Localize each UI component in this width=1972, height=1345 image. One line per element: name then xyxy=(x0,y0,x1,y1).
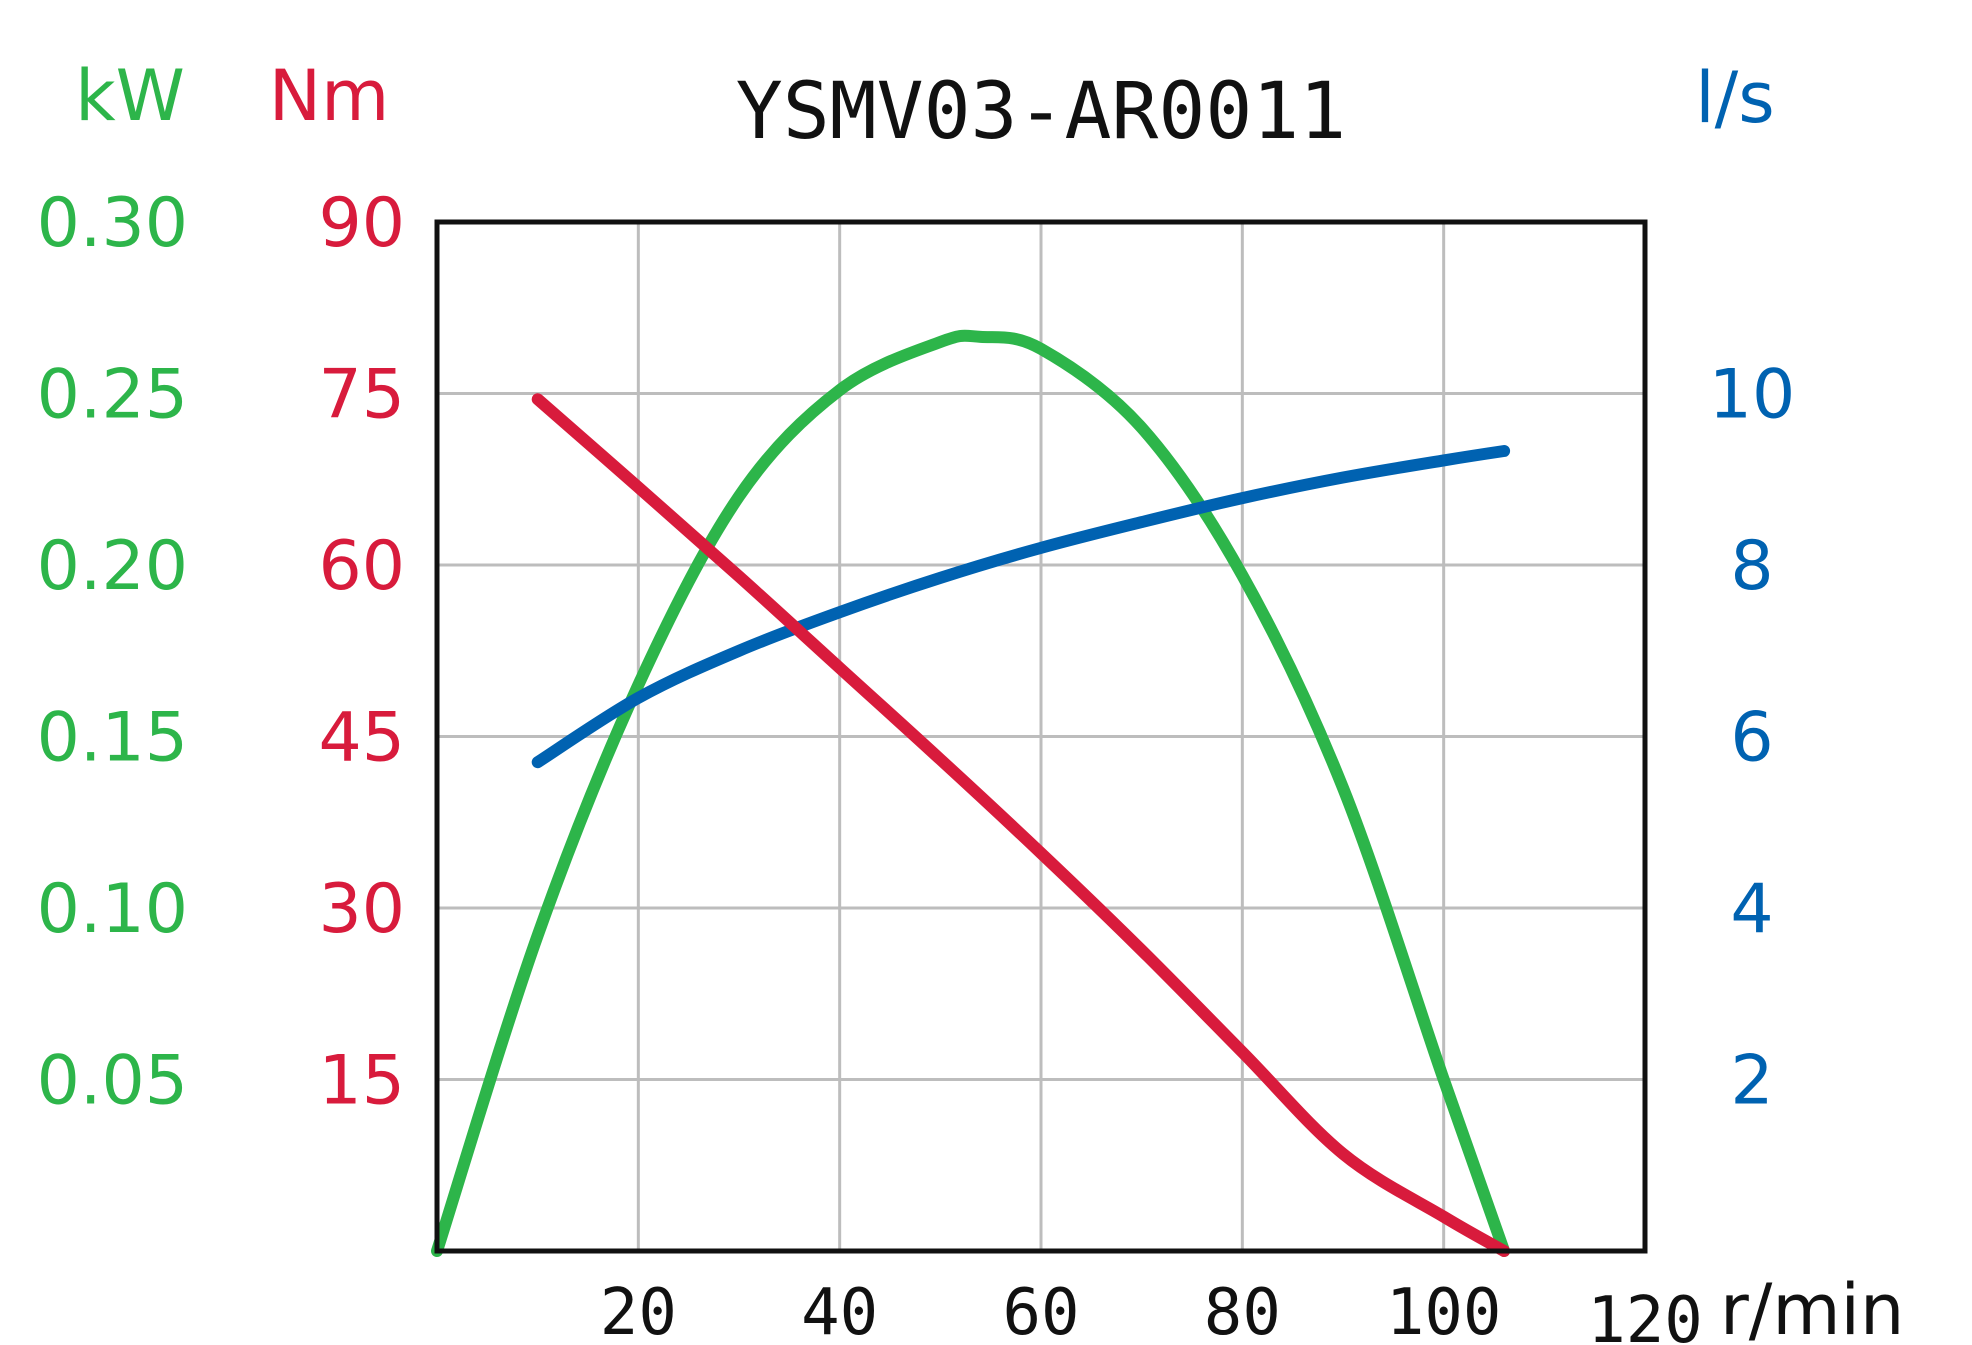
axis-unit-x: r/min xyxy=(1720,1269,1904,1345)
tick-label-torque: 90 xyxy=(318,184,405,263)
tick-label-power: 0.15 xyxy=(37,699,188,778)
tick-label-flow: 8 xyxy=(1730,527,1773,606)
tick-label-power: 0.10 xyxy=(37,870,188,949)
tick-label-x: 120 xyxy=(1587,1284,1703,1345)
tick-label-x: 40 xyxy=(801,1276,878,1345)
tick-label-torque: 45 xyxy=(318,699,405,778)
tick-label-flow: 6 xyxy=(1730,699,1773,778)
tick-label-torque: 75 xyxy=(318,356,405,435)
tick-label-flow: 2 xyxy=(1730,1042,1773,1121)
tick-label-x: 80 xyxy=(1204,1276,1281,1345)
tick-label-flow: 4 xyxy=(1730,870,1773,949)
axis-unit-power: kW xyxy=(75,55,185,137)
labels: YSMV03-AR0011 kW Nm l/s 0.05 0.10 0.15 0.20 0.25… xyxy=(37,55,1905,1345)
tick-label-torque: 60 xyxy=(318,527,405,606)
tick-label-x: 20 xyxy=(600,1276,677,1345)
tick-label-power: 0.30 xyxy=(37,184,188,263)
chart-title: YSMV03-AR0011 xyxy=(736,67,1346,157)
tick-label-torque: 30 xyxy=(318,870,405,949)
series-line-flow xyxy=(531,445,1511,769)
series-line-torque xyxy=(531,393,1511,1257)
tick-label-power: 0.20 xyxy=(37,527,188,606)
axis-unit-flow: l/s xyxy=(1695,57,1775,139)
plot-frame xyxy=(434,219,1648,1254)
tick-label-power: 0.25 xyxy=(37,356,188,435)
tick-label-x: 100 xyxy=(1386,1276,1502,1345)
axis-unit-torque: Nm xyxy=(269,55,390,137)
tick-label-flow: 10 xyxy=(1709,356,1796,435)
tick-label-x: 60 xyxy=(1002,1276,1079,1345)
series-group xyxy=(431,329,1511,1257)
series-line-power xyxy=(431,329,1511,1257)
tick-label-power: 0.05 xyxy=(37,1042,188,1121)
tick-label-torque: 15 xyxy=(318,1042,405,1121)
